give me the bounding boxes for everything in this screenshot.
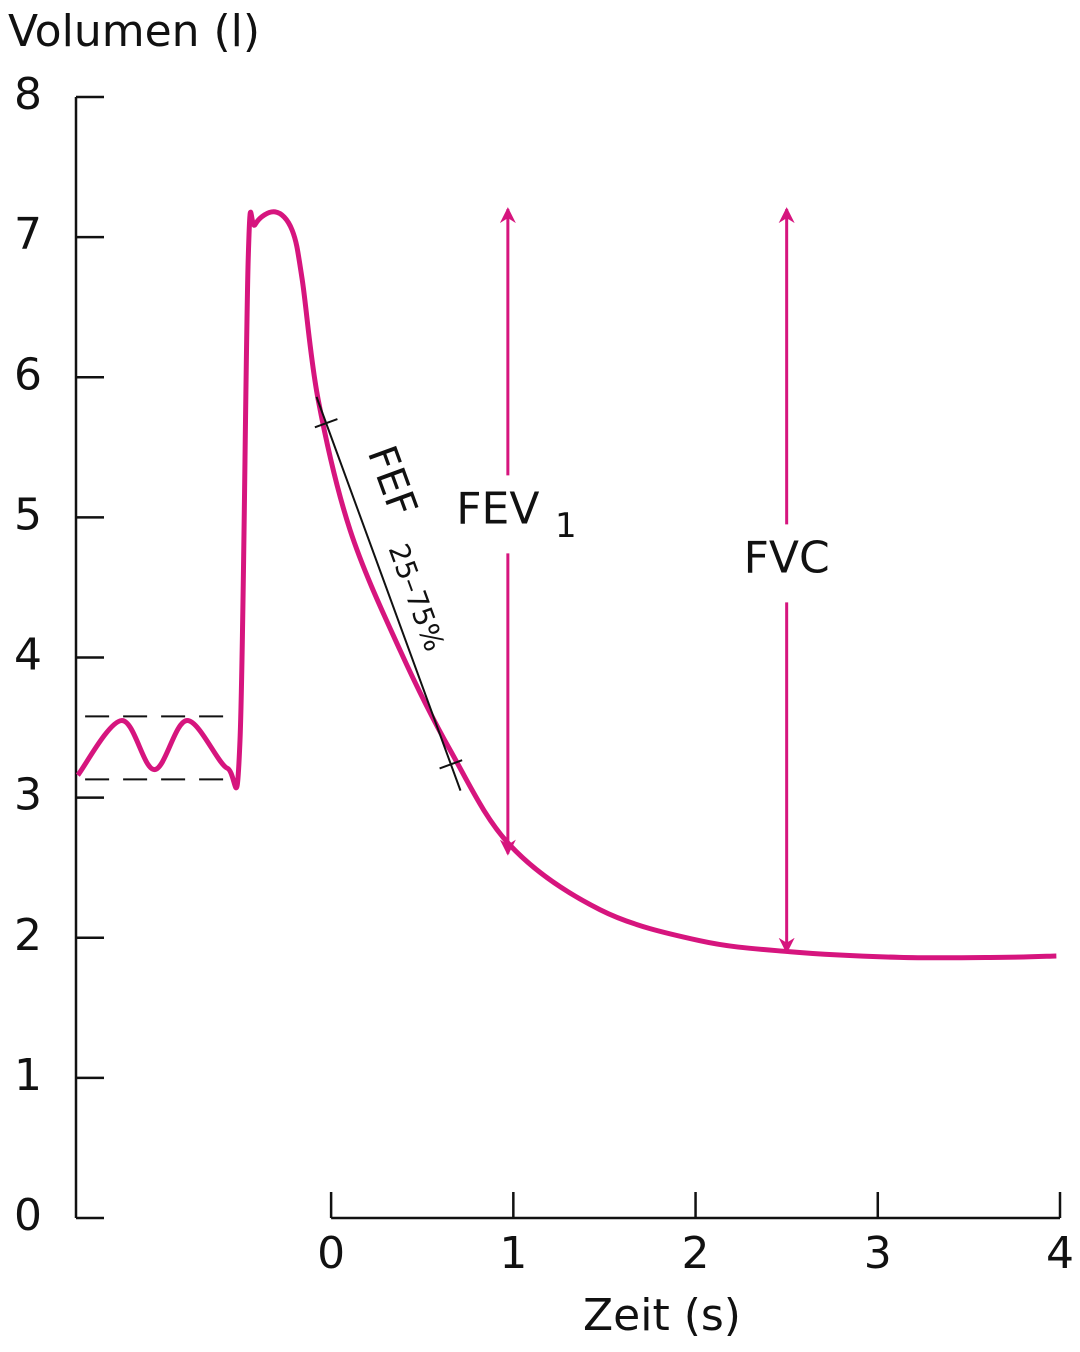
arrow-label: FVC bbox=[744, 532, 830, 583]
y-tick-label: 8 bbox=[14, 69, 42, 120]
y-tick-label: 4 bbox=[14, 630, 42, 681]
arrow-label: FEV bbox=[456, 483, 539, 534]
arrow-subscript: 1 bbox=[555, 506, 577, 546]
fef-label: FEF bbox=[358, 440, 426, 523]
y-tick-label: 5 bbox=[14, 489, 42, 540]
y-tick-label: 0 bbox=[14, 1190, 42, 1241]
y-axis-label: Volumen (l) bbox=[8, 6, 260, 57]
y-tick-label: 6 bbox=[14, 349, 42, 400]
x-tick-label: 3 bbox=[864, 1228, 892, 1279]
y-tick-label: 3 bbox=[14, 770, 42, 821]
x-tick-label: 0 bbox=[317, 1228, 345, 1279]
x-tick-label: 1 bbox=[499, 1228, 527, 1279]
x-tick-label: 4 bbox=[1046, 1228, 1074, 1279]
fef-end-tick bbox=[314, 418, 338, 429]
x-tick-label: 2 bbox=[682, 1228, 710, 1279]
fef-end-tick bbox=[439, 759, 463, 770]
x-axis-label: Zeit (s) bbox=[583, 1290, 741, 1341]
volume-curve bbox=[75, 209, 1057, 961]
y-tick-label: 2 bbox=[14, 910, 42, 961]
y-tick-label: 7 bbox=[14, 209, 42, 260]
fef-line bbox=[315, 396, 462, 791]
y-tick-label: 1 bbox=[14, 1050, 42, 1101]
